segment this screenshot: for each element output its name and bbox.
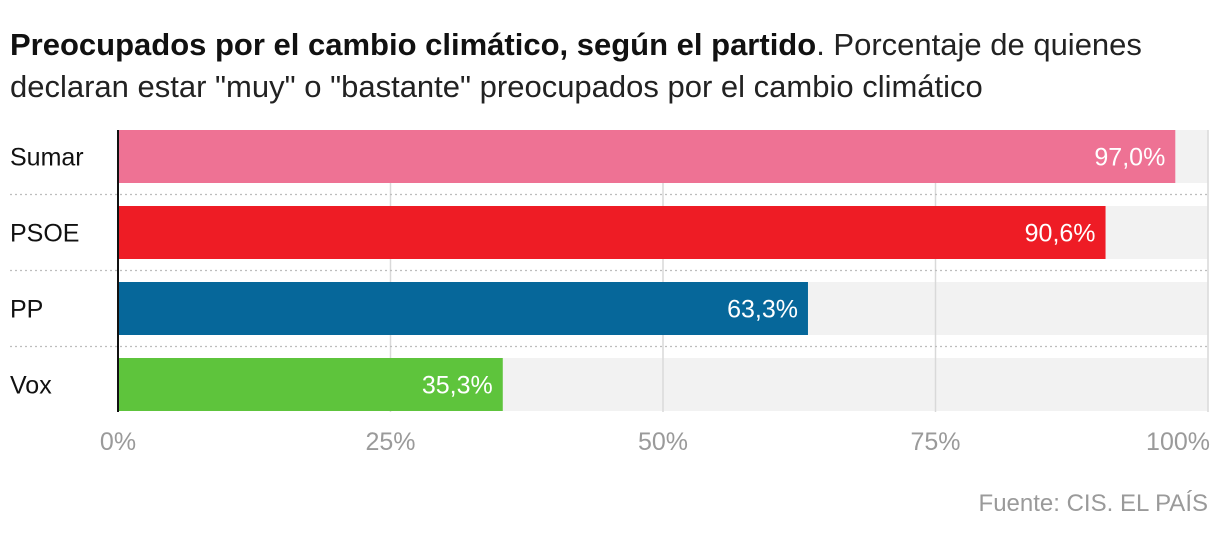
chart-subtitle: . Porcentaje de quienes declaran estar "…: [10, 27, 1142, 104]
tick-label: 75%: [910, 428, 960, 456]
value-label: 63,3%: [727, 296, 798, 324]
category-label: Sumar: [10, 144, 84, 172]
category-label: PP: [10, 296, 43, 324]
value-label: 90,6%: [1025, 220, 1096, 248]
bar-pp: [118, 282, 808, 335]
bar-vox: [118, 358, 503, 411]
tick-label: 100%: [1146, 428, 1210, 456]
tick-label: 0%: [100, 428, 136, 456]
category-label: Vox: [10, 372, 52, 400]
tick-label: 50%: [638, 428, 688, 456]
bar-sumar: [118, 130, 1176, 183]
chart-title-bold: Preocupados por el cambio climático, seg…: [10, 27, 817, 62]
source-note: Fuente: CIS. EL PAÍS: [978, 490, 1208, 517]
tick-label: 25%: [365, 428, 415, 456]
chart-title: Preocupados por el cambio climático, seg…: [10, 24, 1205, 108]
bar-psoe: [118, 206, 1106, 259]
value-label: 97,0%: [1094, 144, 1165, 172]
category-label: PSOE: [10, 220, 79, 248]
value-label: 35,3%: [422, 372, 493, 400]
